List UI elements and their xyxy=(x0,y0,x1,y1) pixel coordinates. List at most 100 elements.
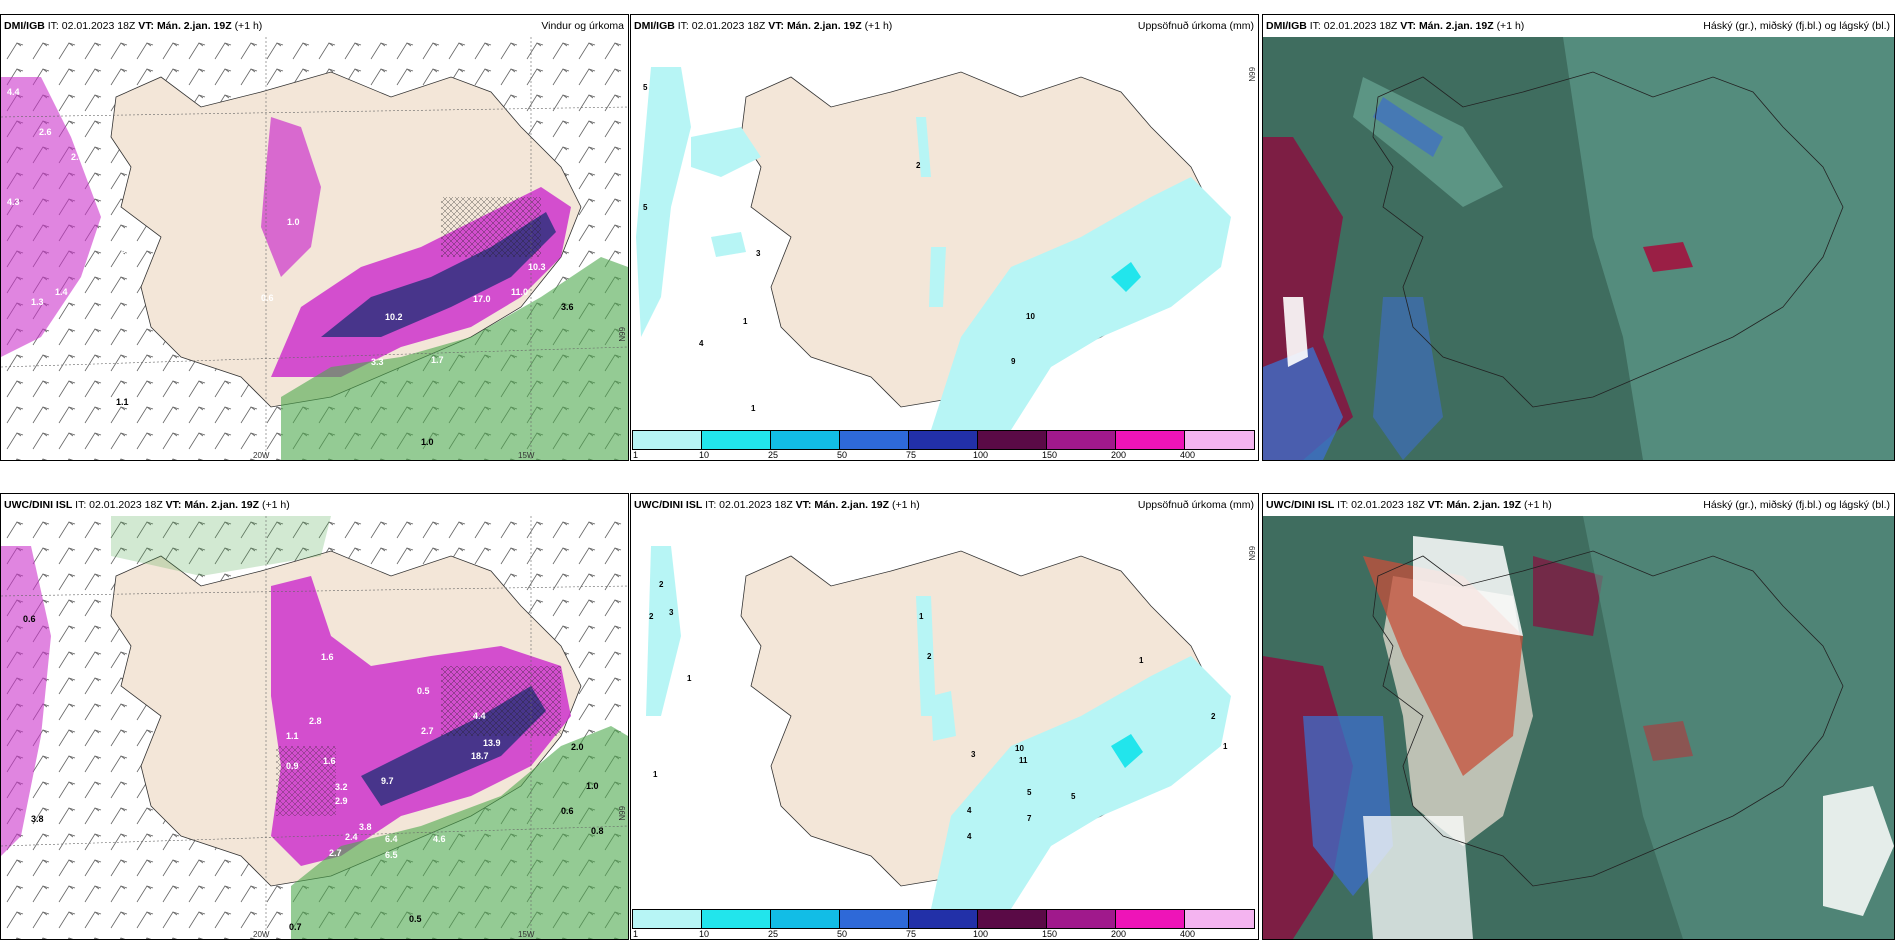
legend-swatch xyxy=(633,910,702,928)
precip-area-southeast xyxy=(931,656,1231,909)
panel-title: Uppsöfnuð úrkoma (mm) xyxy=(1137,499,1254,511)
lat-label-66n: 66N xyxy=(617,806,626,821)
panel-title: Háský (gr.), miðský (fj.bl.) og lágský (… xyxy=(1703,499,1890,511)
cloud-maroon-ne xyxy=(1533,556,1603,636)
precip-area-west xyxy=(646,546,681,716)
value-label: 10 xyxy=(1015,744,1024,753)
value-label: 5 xyxy=(643,203,648,212)
cloud-mid-east xyxy=(1563,37,1894,460)
value-label: 2.7 xyxy=(421,726,434,736)
value-label: 5 xyxy=(643,83,648,92)
value-label: 1.0 xyxy=(421,437,434,447)
legend-swatch xyxy=(909,431,978,449)
value-label: 1 xyxy=(687,674,692,683)
value-label: 1.3 xyxy=(31,297,44,307)
legend-tick: 10 xyxy=(699,450,710,460)
value-label: 3 xyxy=(971,750,976,759)
legend-swatch xyxy=(702,431,771,449)
value-label: 1 xyxy=(751,404,756,413)
panel-header: UWC/DINI ISL IT: 02.01.2023 18Z VT: Mán.… xyxy=(1263,494,1894,516)
panel-title: Háský (gr.), miðský (fj.bl.) og lágský (… xyxy=(1703,20,1890,32)
precip-west-magenta xyxy=(1,546,51,856)
value-label: 13.9 xyxy=(483,738,501,748)
cloud-cover-map xyxy=(1263,37,1894,460)
precip-area-inland xyxy=(929,247,946,307)
value-label: 2.9 xyxy=(335,796,348,806)
panel-header: DMI/IGB IT: 02.01.2023 18Z VT: Mán. 2.ja… xyxy=(1,15,628,37)
lon-label-20w: 20W xyxy=(253,451,270,460)
value-label: 4 xyxy=(699,339,704,348)
legend-tick: 400 xyxy=(1180,450,1196,460)
legend-tick: 1 xyxy=(633,929,639,939)
value-label: 2 xyxy=(659,580,664,589)
cloud-blue-west xyxy=(1263,347,1343,460)
value-label: 5 xyxy=(1071,792,1076,801)
value-label: 2.5 xyxy=(71,152,84,162)
panel-header: DMI/IGB IT: 02.01.2023 18Z VT: Mán. 2.ja… xyxy=(631,15,1258,37)
legend-tick: 200 xyxy=(1111,450,1127,460)
value-label: 1.6 xyxy=(321,652,334,662)
panel-cloud-cover-uwc: UWC/DINI ISL IT: 02.01.2023 18Z VT: Mán.… xyxy=(1262,493,1895,940)
value-label: 1 xyxy=(653,770,658,779)
legend-swatch xyxy=(771,431,840,449)
value-label: 2.4 xyxy=(345,832,358,842)
legend-tick: 400 xyxy=(1180,929,1196,939)
value-label: 3.6 xyxy=(561,302,574,312)
value-label: 1 xyxy=(1139,656,1144,665)
lat-label-66n: 66N xyxy=(1247,67,1256,82)
cloud-cover-map xyxy=(1263,516,1894,939)
legend-tick: 10 xyxy=(699,929,710,939)
accum-precip-map: 66N 2 2 3 1 1 1 2 3 10 11 5 7 4 4 5 1 2 … xyxy=(631,516,1258,909)
wind-value-labels: 0.6 1.6 2.8 1.1 0.9 0.5 2.7 4.4 9.7 13.9… xyxy=(1,516,628,939)
legend-swatch xyxy=(909,910,978,928)
precip-band-green xyxy=(291,726,628,939)
iceland-outline xyxy=(1372,550,1844,887)
cloud-maroon-center xyxy=(1643,721,1693,761)
panel-accum-precip-dmi: DMI/IGB IT: 02.01.2023 18Z VT: Mán. 2.ja… xyxy=(630,14,1259,461)
panel-accum-precip-uwc: UWC/DINI ISL IT: 02.01.2023 18Z VT: Mán.… xyxy=(630,493,1259,940)
value-label: 1.1 xyxy=(286,731,299,741)
panel-wind-precip-dmi: DMI/IGB IT: 02.01.2023 18Z VT: Mán. 2.ja… xyxy=(0,14,629,461)
legend-swatch xyxy=(840,431,909,449)
value-label: 3.2 xyxy=(335,782,348,792)
value-label: 1.7 xyxy=(431,355,444,365)
legend-tick: 75 xyxy=(906,450,917,460)
legend-tick: 25 xyxy=(768,929,779,939)
value-label: 2.7 xyxy=(329,848,342,858)
value-label: 2.8 xyxy=(309,716,322,726)
legend-swatch xyxy=(1185,910,1254,928)
cloud-white-area xyxy=(1413,536,1523,636)
value-label: 1.1 xyxy=(116,397,129,407)
legend-swatch xyxy=(702,910,771,928)
panel-header: UWC/DINI ISL IT: 02.01.2023 18Z VT: Mán.… xyxy=(1,494,628,516)
value-label: 17.0 xyxy=(473,294,491,304)
wind-value-labels: 4.4 2.6 2.5 2.7 4.3 3.3 1.3 1.4 1.0 0.6 … xyxy=(1,37,628,460)
precip-north-magenta xyxy=(261,117,321,277)
value-label: 2 xyxy=(916,161,921,170)
precip-area-northwest xyxy=(691,127,761,177)
wind-precip-map: 20W 15W 66N 4.4 2.6 2.5 2.7 4.3 3.3 1.3 … xyxy=(1,37,628,460)
value-label: 4.3 xyxy=(7,197,20,207)
lon-label-15w: 15W xyxy=(518,451,535,460)
value-label: 2 xyxy=(649,612,654,621)
panel-cloud-cover-dmi: DMI/IGB IT: 02.01.2023 18Z VT: Mán. 2.ja… xyxy=(1262,14,1895,461)
legend-tick: 50 xyxy=(837,929,848,939)
value-label: 10.3 xyxy=(528,262,546,272)
legend-swatch xyxy=(1185,431,1254,449)
value-label: 7 xyxy=(1027,814,1032,823)
precip-area-westfjord xyxy=(711,232,746,257)
value-label: 3.8 xyxy=(31,814,44,824)
value-label: 0.5 xyxy=(417,686,430,696)
lon-label-20w: 20W xyxy=(253,930,270,939)
precip-north-light xyxy=(111,516,331,576)
precip-legend: 1 10 25 50 75 100 150 200 400 xyxy=(631,430,1258,460)
value-label: 11 xyxy=(1019,756,1028,765)
legend-swatch xyxy=(1047,910,1116,928)
legend-swatch xyxy=(840,910,909,928)
value-label: 0.6 xyxy=(561,806,574,816)
lon-label-15w: 15W xyxy=(518,930,535,939)
value-label: 4.4 xyxy=(7,87,20,97)
value-label: 1 xyxy=(1223,742,1228,751)
precip-value-labels: 2 2 3 1 1 1 2 3 10 11 5 7 4 4 5 1 2 1 xyxy=(631,516,1258,909)
value-label: 2.6 xyxy=(39,127,52,137)
